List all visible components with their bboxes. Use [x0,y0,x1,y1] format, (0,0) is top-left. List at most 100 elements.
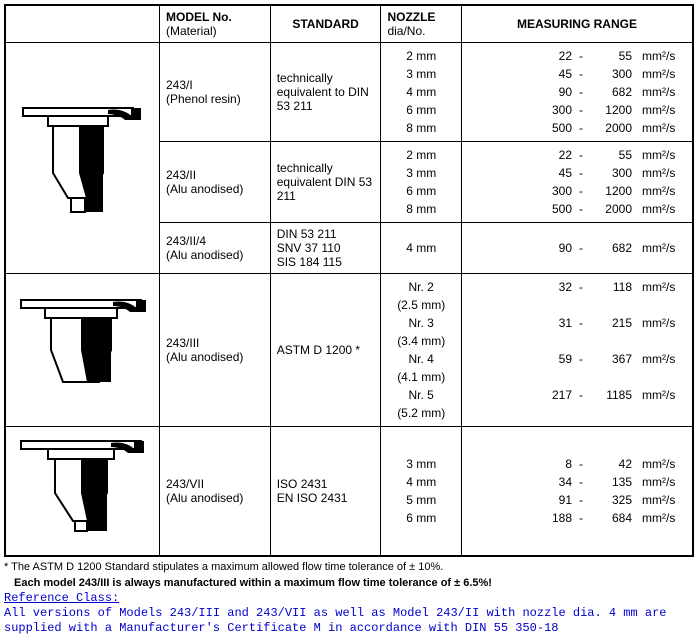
range-row: 22-55mm²/s [468,47,686,65]
header-row: MODEL No. (Material) STANDARD NOZZLE dia… [5,5,693,43]
range-dash: - [572,119,590,137]
nozzle-line: Nr. 2 [387,278,455,296]
range-row: 188-684mm²/s [468,509,686,527]
nozzle-line: 4 mm [387,239,455,257]
range-unit: mm²/s [636,350,686,368]
range-spacer [468,404,686,422]
range-low: 45 [530,164,572,182]
range-high: 1200 [590,101,636,119]
range-dash: - [572,164,590,182]
range-dash: - [572,350,590,368]
spec-table: MODEL No. (Material) STANDARD NOZZLE dia… [4,4,694,557]
header-standard: STANDARD [270,5,381,43]
standard-cell: ASTM D 1200 * [270,274,381,427]
reference-class: Reference Class: All versions of Models … [4,591,694,636]
nozzle-line: (4.1 mm) [387,368,455,386]
range-row: 217-1185mm²/s [468,386,686,404]
nozzle-line: 8 mm [387,200,455,218]
nozzle-item: 4 mm [387,239,455,257]
range-high: 325 [590,491,636,509]
nozzle-item: 6 mm [387,509,455,527]
range-high: 300 [590,65,636,83]
range-row: 90-682mm²/s [468,239,686,257]
range-dash: - [572,455,590,473]
range-row: 31-215mm²/s [468,314,686,332]
header-range: MEASURING RANGE [461,5,693,43]
header-model-label: MODEL No. [166,10,232,24]
header-nozzle-label: NOZZLE [387,10,435,24]
model-material: (Alu anodised) [166,350,264,364]
range-low: 22 [530,47,572,65]
range-low: 22 [530,146,572,164]
range-dash: - [572,491,590,509]
nozzle-line: Nr. 4 [387,350,455,368]
range-dash: - [572,83,590,101]
nozzle-item: 6 mm [387,182,455,200]
range-low: 217 [530,386,572,404]
nozzle-line: 4 mm [387,473,455,491]
standard-line: SIS 184 115 [277,255,375,269]
nozzle-item: Nr. 2(2.5 mm) [387,278,455,314]
nozzle-line: 6 mm [387,182,455,200]
range-row: 90-682mm²/s [468,83,686,101]
standard-cell: ISO 2431EN ISO 2431 [270,427,381,557]
model-number: 243/II/4 [166,234,264,248]
range-unit: mm²/s [636,491,686,509]
standard-line: ISO 2431 [277,477,375,491]
nozzle-line: 3 mm [387,455,455,473]
model-material: (Phenol resin) [166,92,264,106]
range-unit: mm²/s [636,47,686,65]
range-high: 367 [590,350,636,368]
range-row: 8-42mm²/s [468,455,686,473]
range-low: 59 [530,350,572,368]
range-high: 682 [590,239,636,257]
header-nozzle-sub: dia/No. [387,24,425,38]
standard-line: EN ISO 2431 [277,491,375,505]
model-number: 243/VII [166,477,264,491]
nozzle-item: 2 mm [387,47,455,65]
range-low: 500 [530,200,572,218]
range-low: 90 [530,83,572,101]
nozzle-item: Nr. 3(3.4 mm) [387,314,455,350]
range-unit: mm²/s [636,314,686,332]
standard-line: ASTM D 1200 * [277,343,375,357]
model-cell: 243/I(Phenol resin) [160,43,271,142]
nozzle-item: Nr. 5(5.2 mm) [387,386,455,422]
range-cell: 22-55mm²/s45-300mm²/s90-682mm²/s300-1200… [461,43,693,142]
header-diagram [5,5,160,43]
table-row: 243/VII(Alu anodised)ISO 2431EN ISO 2431… [5,427,693,557]
footnote-tolerance: Each model 243/III is always manufacture… [4,577,694,589]
range-row: 34-135mm²/s [468,473,686,491]
range-unit: mm²/s [636,101,686,119]
nozzle-item: Nr. 4(4.1 mm) [387,350,455,386]
nozzle-line: 5 mm [387,491,455,509]
range-cell: 32-118mm²/s31-215mm²/s59-367mm²/s217-118… [461,274,693,427]
nozzle-line: (2.5 mm) [387,296,455,314]
footnote-tolerance-text: Each model 243/III is always manufacture… [14,577,492,589]
range-unit: mm²/s [636,278,686,296]
standard-cell: technically equivalent to DIN 53 211 [270,43,381,142]
range-low: 300 [530,101,572,119]
range-row: 32-118mm²/s [468,278,686,296]
range-dash: - [572,65,590,83]
range-low: 45 [530,65,572,83]
standard-line: technically equivalent DIN 53 211 [277,161,375,203]
model-number: 243/I [166,78,264,92]
nozzle-line: 6 mm [387,509,455,527]
range-high: 215 [590,314,636,332]
range-unit: mm²/s [636,164,686,182]
range-row: 45-300mm²/s [468,65,686,83]
header-material-label: (Material) [166,24,217,38]
range-cell: 8-42mm²/s34-135mm²/s91-325mm²/s188-684mm… [461,427,693,557]
model-cell: 243/VII(Alu anodised) [160,427,271,557]
nozzle-line: Nr. 5 [387,386,455,404]
range-high: 682 [590,83,636,101]
range-low: 32 [530,278,572,296]
reference-body: All versions of Models 243/III and 243/V… [4,606,667,635]
model-cell: 243/III(Alu anodised) [160,274,271,427]
nozzle-item: 3 mm [387,65,455,83]
range-unit: mm²/s [636,509,686,527]
standard-line: DIN 53 211 [277,227,375,241]
range-cell: 90-682mm²/s [461,223,693,274]
nozzle-item: 4 mm [387,83,455,101]
